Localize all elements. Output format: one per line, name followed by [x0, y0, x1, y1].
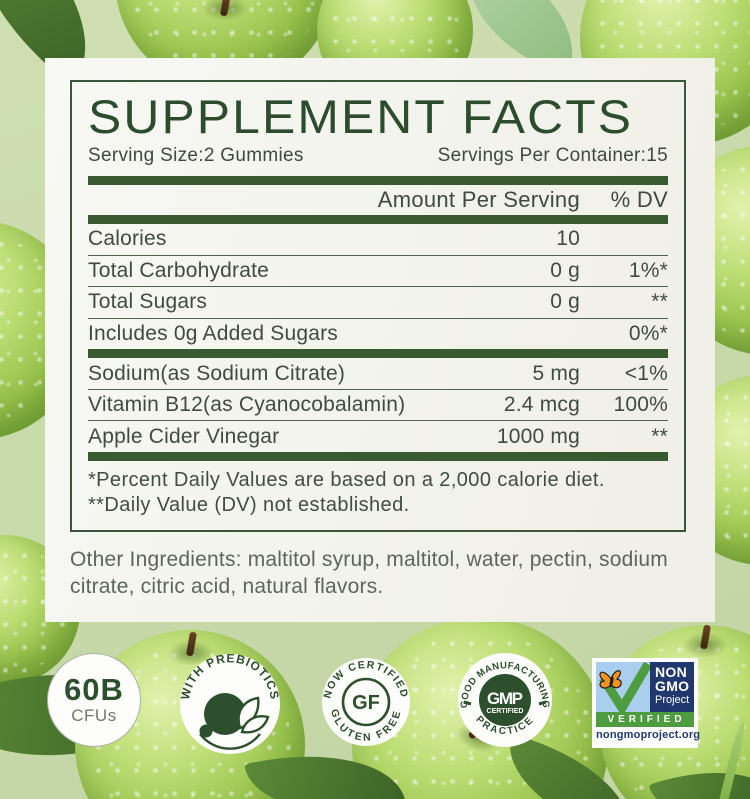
gmp-letters: GMP	[487, 689, 523, 708]
row-name: Vitamin B12(as Cyanocobalamin)	[88, 393, 406, 417]
table-row: Vitamin B12(as Cyanocobalamin) 2.4 mcg 1…	[88, 390, 668, 422]
panel-title-text: SUPPLEMENT FACTS	[88, 90, 634, 143]
badge-gluten-free: GF NOW CERTIFIED GLUTEN FREE	[322, 658, 410, 746]
footnotes: *Percent Daily Values are based on a 2,0…	[88, 468, 668, 518]
row-amount: 0 g	[550, 258, 580, 282]
gf-letters: GF	[352, 692, 380, 714]
servings-per-container: Servings Per Container:15	[437, 145, 668, 166]
table-row: Total Sugars 0 g **	[88, 287, 668, 319]
divider-bar-2	[88, 215, 668, 224]
badge-gmp-certified: GMP CERTIFIED GOOD MANUFACTURING PRACTIC…	[458, 653, 552, 747]
supplement-facts-panel: SUPPLEMENT FACTS Serving Size:2 Gummies …	[45, 58, 715, 622]
badge-60b-cfus: 60B CFUs	[47, 653, 141, 747]
serving-line: Serving Size:2 Gummies Servings Per Cont…	[88, 144, 668, 168]
facts-box: SUPPLEMENT FACTS Serving Size:2 Gummies …	[70, 80, 686, 532]
column-headers: Amount Per Serving % DV	[88, 185, 668, 215]
badge-with-prebiotics: WITH PREBIOTICS	[180, 654, 280, 754]
row-name: Sodium(as Sodium Citrate)	[88, 361, 346, 385]
prebiotics-icon: WITH PREBIOTICS	[180, 654, 280, 750]
divider-bar-3	[88, 349, 668, 359]
serving-size: Serving Size:2 Gummies	[88, 145, 304, 166]
non-gmo-butterfly-panel	[596, 662, 650, 712]
gmp-icon: GMP CERTIFIED GOOD MANUFACTURING PRACTIC…	[459, 660, 551, 737]
panel-title: SUPPLEMENT FACTS	[88, 92, 668, 142]
gluten-free-icon: GF NOW CERTIFIED GLUTEN FREE	[322, 659, 409, 744]
row-name: Apple Cider Vinegar	[88, 424, 280, 448]
row-name: Includes 0g Added Sugars	[88, 322, 338, 346]
non-gmo-url: nongmoproject.org	[596, 729, 701, 741]
other-ingredients: Other Ingredients: maltitol syrup, malti…	[70, 548, 668, 598]
butterfly-checkmark-icon	[599, 662, 650, 712]
non-gmo-wordmark: NON GMO Project	[650, 662, 694, 712]
row-dv: <1%	[624, 361, 668, 385]
row-dv: **	[651, 424, 668, 448]
row-dv: **	[651, 290, 668, 314]
non-gmo-line2: GMO	[655, 678, 690, 694]
table-row: Apple Cider Vinegar 1000 mg **	[88, 421, 668, 452]
row-dv: 100%	[613, 393, 668, 417]
gmp-certified-text: CERTIFIED	[487, 708, 524, 715]
row-dv: 0%*	[628, 322, 668, 346]
row-amount: 2.4 mcg	[503, 393, 580, 417]
divider-bar-1	[88, 176, 668, 185]
table-row: Calories 10	[88, 224, 668, 256]
footnote-dv-not-established: **Daily Value (DV) not established.	[88, 494, 410, 517]
row-name: Total Sugars	[88, 290, 208, 314]
non-gmo-verified-strip: VERIFIED	[596, 712, 694, 727]
cfu-unit: CFUs	[71, 706, 117, 725]
col-amount-per-serving: Amount Per Serving	[377, 187, 580, 212]
divider-bar-4	[88, 452, 668, 462]
cfu-count: 60B	[64, 672, 124, 707]
table-row: Total Carbohydrate 0 g 1%*	[88, 256, 668, 288]
non-gmo-line1: NON	[655, 664, 688, 680]
badge-non-gmo-verified: NON GMO Project VERIFIED nongmoproject.o…	[592, 658, 701, 748]
row-amount: 10	[556, 227, 580, 251]
row-amount: 5 mg	[532, 361, 580, 385]
row-name: Total Carbohydrate	[88, 258, 270, 282]
non-gmo-line3: Project	[655, 694, 690, 706]
row-amount: 0 g	[550, 290, 580, 314]
row-name: Calories	[88, 227, 167, 251]
table-row: Sodium(as Sodium Citrate) 5 mg <1%	[88, 358, 668, 390]
table-row: Includes 0g Added Sugars 0%*	[88, 319, 668, 350]
row-amount: 1000 mg	[496, 424, 580, 448]
row-dv: 1%*	[628, 258, 668, 282]
footnote-daily-values: *Percent Daily Values are based on a 2,0…	[88, 469, 605, 492]
non-gmo-top: NON GMO Project	[596, 662, 694, 712]
col-percent-dv: % DV	[610, 187, 668, 212]
